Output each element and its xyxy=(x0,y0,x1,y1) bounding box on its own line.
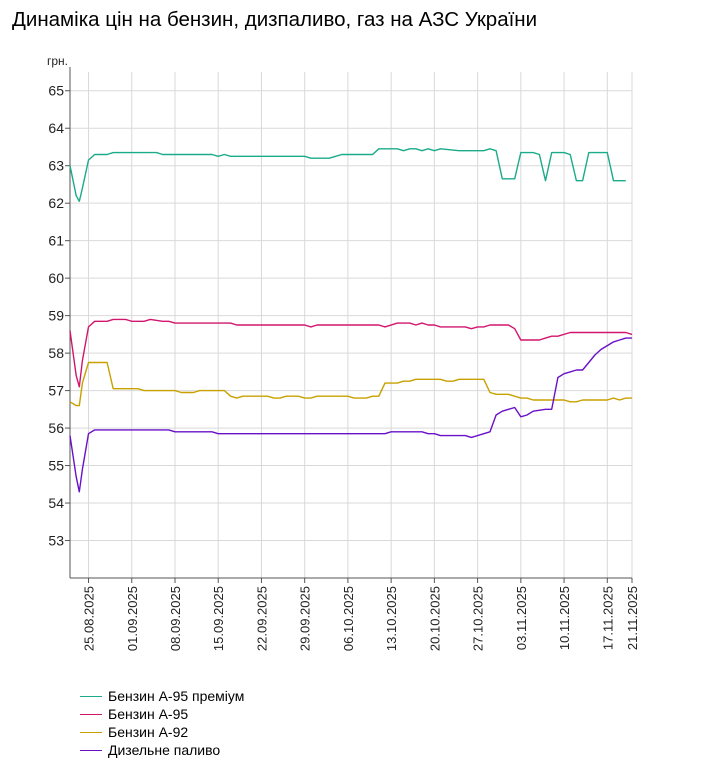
x-tick-label: 08.09.2025 xyxy=(168,586,183,651)
y-tick-label: 62 xyxy=(48,195,64,211)
x-tick-label: 03.11.2025 xyxy=(514,586,529,650)
x-tick-label: 06.10.2025 xyxy=(341,586,356,651)
axis-labels: 53 54 55 56 57 58 59 60 61 62 63 64 65 грн. 25.08.2025… xyxy=(47,54,640,651)
axes xyxy=(65,67,633,583)
chart-legend: Бензин А-95 преміум Бензин А-95 Бензин А-9… xyxy=(80,687,244,759)
y-tick-label: 57 xyxy=(48,383,64,399)
legend-label: Бензин А-95 xyxy=(108,706,189,722)
y-tick-label: 60 xyxy=(48,270,64,286)
x-tick-label: 17.11.2025 xyxy=(600,586,615,650)
x-tick-label: 20.10.2025 xyxy=(427,586,442,651)
legend-item: Бензин А-95 преміум xyxy=(80,687,244,705)
legend-swatch xyxy=(80,713,102,715)
series-line-1 xyxy=(69,318,633,388)
x-tick-label: 10.11.2025 xyxy=(557,586,572,650)
series-line-0 xyxy=(69,148,626,203)
y-tick-label: 58 xyxy=(48,345,64,361)
x-tick-label: 13.10.2025 xyxy=(384,586,399,651)
legend-label: Бензин А-95 преміум xyxy=(108,688,245,704)
y-tick-label: 65 xyxy=(48,83,64,99)
x-tick-label: 01.09.2025 xyxy=(125,586,140,651)
y-tick-label: 53 xyxy=(48,533,64,549)
y-tick-label: 54 xyxy=(48,495,64,511)
legend-item: Бензин А-95 xyxy=(80,705,244,723)
series-lines xyxy=(69,148,633,493)
legend-swatch xyxy=(80,731,102,733)
series-line-2 xyxy=(69,361,632,407)
grid-lines xyxy=(70,72,633,578)
legend-item: Дизельне паливо xyxy=(80,741,244,759)
y-tick-label: 59 xyxy=(48,308,64,324)
legend-swatch xyxy=(80,749,102,751)
y-tick-label: 63 xyxy=(48,158,64,174)
legend-label: Бензин А-92 xyxy=(108,724,189,740)
legend-swatch xyxy=(80,695,102,697)
x-tick-label: 25.08.2025 xyxy=(82,586,97,651)
series-line-3 xyxy=(69,337,632,493)
y-axis-label: грн. xyxy=(47,54,68,68)
x-tick-label: 21.11.2025 xyxy=(625,586,640,650)
x-tick-label: 15.09.2025 xyxy=(211,586,226,651)
legend-item: Бензин А-92 xyxy=(80,723,244,741)
x-tick-label: 27.10.2025 xyxy=(471,586,486,651)
chart-title: Динаміка цін на бензин, дизпаливо, газ н… xyxy=(12,8,538,31)
y-tick-label: 61 xyxy=(48,233,64,249)
x-tick-label: 22.09.2025 xyxy=(254,586,269,651)
y-tick-label: 56 xyxy=(48,420,64,436)
y-tick-label: 64 xyxy=(48,120,64,136)
y-tick-label: 55 xyxy=(48,458,64,474)
legend-label: Дизельне паливо xyxy=(108,742,221,758)
x-tick-label: 29.09.2025 xyxy=(298,586,313,651)
line-chart: 53 54 55 56 57 58 59 60 61 62 63 64 65 грн. 25.08.2025… xyxy=(47,54,640,651)
